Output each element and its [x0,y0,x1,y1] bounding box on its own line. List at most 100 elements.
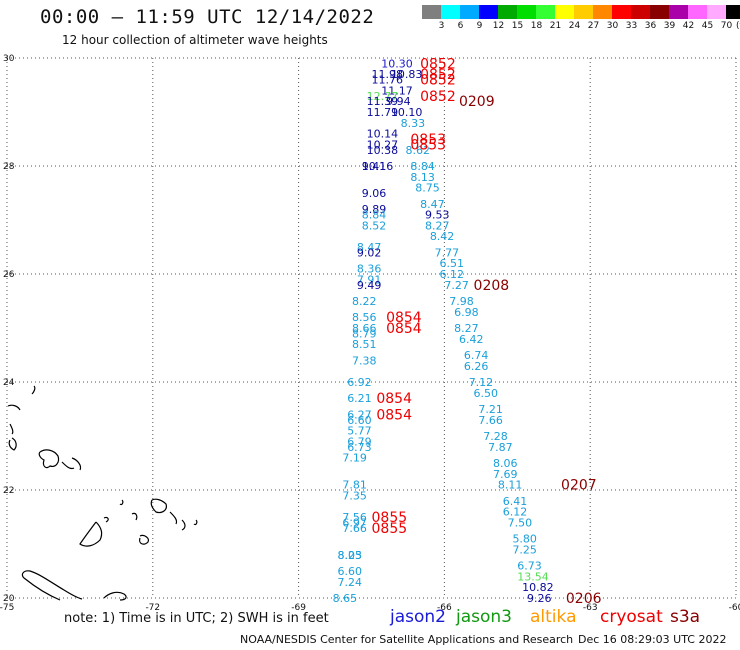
scale-label-4: 15 [511,21,524,31]
wave-height-label: 9.06 [362,187,387,200]
wave-height-label: 6.42 [459,333,484,346]
scale-swatch-15 [707,5,726,19]
lon-tick-label: -75 [0,603,14,613]
wave-height-label: 8.36 [357,263,382,276]
wave-height-label: 8.75 [415,182,440,195]
wave-height-observations: 10.3011.9810.8311.7611.1712.779.9411.391… [333,57,554,605]
scale-swatch-1 [441,5,460,19]
scale-swatch-9 [593,5,612,19]
small-cay-1 [193,519,198,526]
wave-height-label: 7.21 [478,403,503,416]
lat-tick-label: 20 [3,594,15,604]
wave-height-label: 11.79 [367,106,399,119]
wave-height-label: 9.89 [362,203,387,216]
wave-height-label: 10.16 [362,160,394,173]
wave-height-label: 8.27 [454,322,479,335]
wave-height-label: 8.33 [401,117,426,130]
wave-height-label: 8.22 [352,295,377,308]
wave-height-label: 10.10 [391,106,423,119]
scale-swatch-6 [536,5,555,19]
lon-tick-label: -60 [729,603,740,613]
color-scale-swatches [422,5,740,19]
pass-time-label: 0855 [372,510,408,526]
wave-height-label: 6.74 [464,349,489,362]
wave-height-label: 8.06 [493,457,518,470]
turks-caicos-3 [103,512,138,523]
pass-time-label: 0854 [376,407,412,423]
legend-jason2: jason2 [390,607,446,627]
small-cay-3 [9,423,14,435]
wave-height-label: 7.27 [444,279,469,292]
scale-label-0: 3 [438,21,445,31]
scale-swatch-11 [631,5,650,19]
turks-caicos-1 [150,498,167,514]
scale-label-5: 18 [530,21,543,31]
wave-height-label: 8.56 [352,311,377,324]
lon-tick-label: -72 [145,603,160,613]
pass-time-label: 0853 [410,137,446,153]
map-title: 00:00 – 11:59 UTC 12/14/2022 [40,6,375,28]
wave-height-label: 9.41 [362,160,387,173]
lon-tick-label: -66 [437,603,452,613]
wave-height-label: 7.77 [435,246,460,259]
lat-tick-label: 24 [3,378,15,388]
pass-time-label: 0207 [561,478,597,494]
wave-height-label: 9.26 [527,592,552,605]
lat-lon-grid [6,57,737,599]
pass-time-label: 0206 [566,591,602,607]
scale-label-11: 36 [644,21,657,31]
wave-height-label: 7.66 [342,522,367,535]
wave-height-label: 6.21 [347,392,372,405]
coastlines [7,385,198,601]
wave-height-label: 6.97 [342,516,367,529]
wave-height-label: 13.54 [517,570,549,583]
wave-height-label: 6.60 [347,414,372,427]
wave-height-label: 8.13 [410,171,435,184]
wave-height-label: 8.23 [337,549,362,562]
legend-cryosat: cryosat [600,607,663,627]
legend-altika: altika [530,607,577,627]
pass-time-label: 0853 [410,132,446,148]
scale-swatch-10 [612,5,631,19]
wave-height-label: 8.27 [425,219,450,232]
lat-tick-label: 26 [3,270,15,280]
wave-height-label: 7.12 [469,376,494,389]
wave-height-label: 5.77 [347,425,372,438]
scale-swatch-4 [498,5,517,19]
bahamas-andros [38,449,60,469]
wave-height-label: 11.76 [372,74,404,87]
wave-height-label: 8.11 [498,479,523,492]
cuba-coastline [21,570,83,601]
pass-time-label: 0852 [420,73,456,89]
wave-height-label: 6.27 [347,408,372,421]
scale-swatch-12 [650,5,669,19]
wave-height-label: 7.66 [478,414,503,427]
scale-label-15: 70 [720,21,733,31]
lat-tick-label: 28 [3,162,15,172]
wave-height-label: 6.92 [347,376,372,389]
scale-label-12: 39 [663,21,676,31]
wave-height-label: 7.81 [342,479,367,492]
wave-height-label: 6.12 [440,268,465,281]
lon-tick-label: -63 [583,603,598,613]
wave-height-label: 7.24 [337,576,362,589]
scale-label-14: 45 [701,21,714,31]
lat-tick-label: 30 [3,54,15,64]
wave-height-label: 7.50 [508,516,532,529]
scale-label-6: 21 [549,21,562,31]
wave-height-label: 6.98 [454,306,479,319]
pass-time-label: 0852 [420,56,456,72]
scale-swatch-5 [517,5,536,19]
wave-height-label: 9.49 [357,279,382,292]
scale-swatch-2 [460,5,479,19]
wave-height-label: 7.56 [342,511,367,524]
inagua [139,534,149,545]
scale-swatch-3 [479,5,498,19]
wave-height-label: 10.82 [522,581,554,594]
bahamas-long [79,521,103,547]
scale-swatch-16 [726,5,740,19]
